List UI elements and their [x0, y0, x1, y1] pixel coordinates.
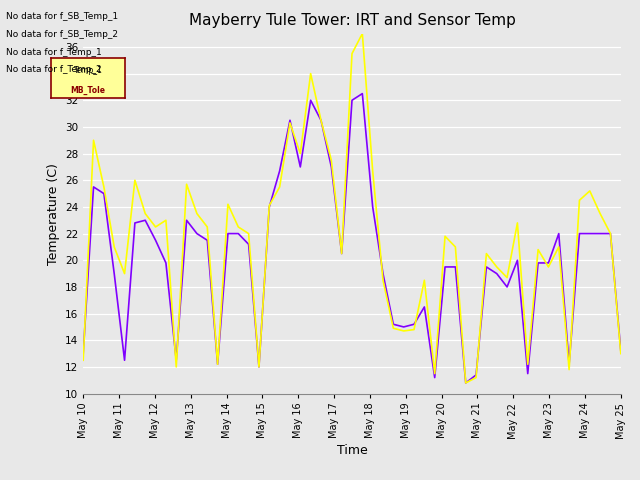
- AM25T: [410, 322, 418, 327]
- AM25T: [441, 264, 449, 270]
- PanelT: [358, 31, 366, 36]
- PanelT: [462, 380, 470, 386]
- AM25T: [431, 375, 438, 381]
- Y-axis label: Temperature (C): Temperature (C): [47, 163, 60, 264]
- Title: Mayberry Tule Tower: IRT and Sensor Temp: Mayberry Tule Tower: IRT and Sensor Temp: [189, 13, 515, 28]
- PanelT: [617, 351, 625, 357]
- PanelT: [441, 233, 449, 239]
- AM25T: [358, 91, 366, 96]
- PanelT: [431, 371, 438, 376]
- PanelT: [513, 220, 521, 226]
- Text: No data for f_Temp_2: No data for f_Temp_2: [6, 65, 102, 74]
- Text: MB_Tole: MB_Tole: [70, 85, 106, 95]
- Line: AM25T: AM25T: [83, 94, 621, 383]
- PanelT: [410, 327, 418, 333]
- AM25T: [79, 351, 87, 357]
- Text: No data for f_SB_Temp_2: No data for f_SB_Temp_2: [6, 30, 118, 39]
- Text: No data for f_SB_Temp_1: No data for f_SB_Temp_1: [6, 12, 118, 21]
- Text: No data for f_Temp_1: No data for f_Temp_1: [6, 48, 102, 57]
- PanelT: [400, 328, 408, 334]
- PanelT: [224, 202, 232, 207]
- Line: PanelT: PanelT: [83, 34, 621, 383]
- AM25T: [224, 231, 232, 237]
- AM25T: [513, 257, 521, 263]
- Text: Temp_1: Temp_1: [74, 66, 102, 75]
- X-axis label: Time: Time: [337, 444, 367, 457]
- AM25T: [400, 324, 408, 330]
- AM25T: [617, 348, 625, 354]
- AM25T: [462, 380, 470, 386]
- PanelT: [79, 358, 87, 363]
